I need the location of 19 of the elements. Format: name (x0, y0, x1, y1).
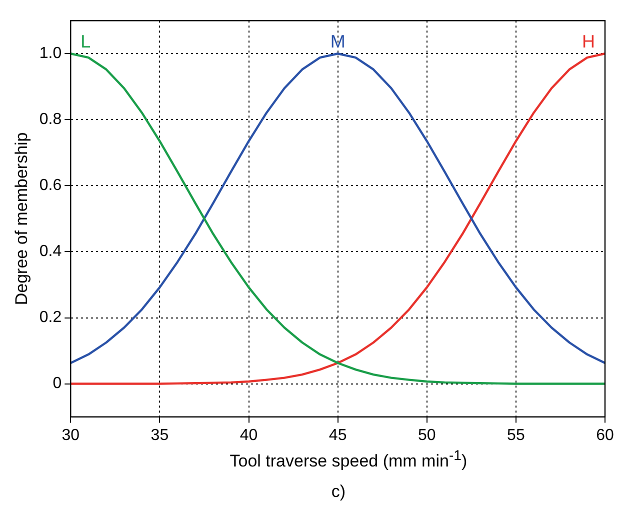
x-tick-label: 30 (62, 426, 80, 444)
y-tick-label: 0 (52, 375, 62, 392)
y-axis-title: Degree of membership (12, 132, 31, 306)
y-tick-label: 1.0 (39, 45, 62, 62)
series-label: H (582, 32, 595, 52)
text: c) (330, 482, 347, 502)
x-tick-label: 55 (507, 426, 525, 444)
x-tick-label: 40 (240, 426, 258, 444)
x-tick-label: 35 (150, 426, 169, 444)
x-tick-label: 45 (328, 426, 347, 444)
series-label: M (330, 32, 346, 52)
y-tick-label: 0.6 (39, 177, 62, 194)
x-axis-title: Tool traverse speed (mm min$^{-1}$) (228, 448, 468, 472)
x-tick-label: 60 (596, 426, 614, 444)
y-tick-label: 0.2 (39, 309, 62, 326)
y-tick-label: 0.4 (39, 243, 62, 260)
y-tick-label: 0.8 (39, 111, 62, 128)
series-label: L (80, 32, 91, 52)
x-tick-label: 50 (418, 426, 436, 444)
